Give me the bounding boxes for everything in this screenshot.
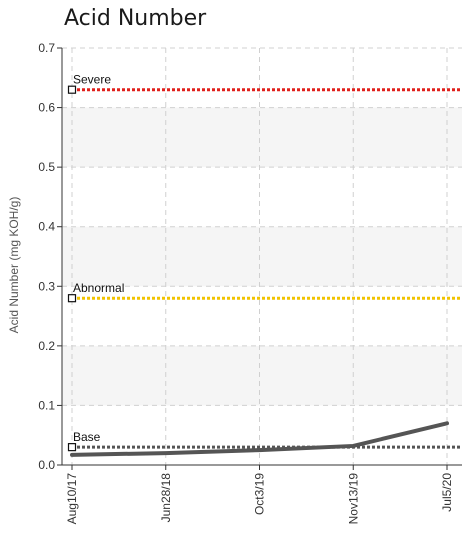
y-tick-label: 0.6 <box>38 101 55 115</box>
plot-band <box>62 345 462 406</box>
x-tick-label: Aug10/17 <box>65 473 79 525</box>
y-tick-label: 0.0 <box>38 458 55 472</box>
threshold-label: Abnormal <box>73 281 124 295</box>
x-tick-labels: Aug10/17 Jun28/18 Oct3/19 Nov13/19 Jul5/20 <box>65 473 454 525</box>
threshold-marker <box>67 443 77 452</box>
threshold-marker <box>67 294 77 303</box>
y-tick-labels: 0.0 0.1 0.2 0.3 0.4 0.5 0.6 0.7 <box>38 41 55 472</box>
series-point <box>445 421 449 425</box>
plot-band <box>62 226 462 287</box>
x-tick-label: Jun28/18 <box>159 473 173 523</box>
y-tick-label: 0.3 <box>38 279 55 293</box>
threshold-marker <box>67 85 77 94</box>
y-axis-label: Acid Number (mg KOH/g) <box>7 197 21 334</box>
series-point <box>258 448 261 452</box>
y-tick-label: 0.4 <box>38 220 55 234</box>
x-tick-label: Jul5/20 <box>440 473 454 512</box>
threshold-label: Severe <box>73 73 111 87</box>
threshold-label: Base <box>73 430 101 444</box>
series-point <box>70 453 74 457</box>
threshold-lines: Severe Abnormal Base <box>67 73 462 452</box>
series-point <box>164 451 168 455</box>
y-tick-label: 0.7 <box>38 41 55 55</box>
y-tick-label: 0.1 <box>38 398 55 412</box>
y-tick-label: 0.2 <box>38 339 55 353</box>
axes <box>57 47 462 470</box>
plot-bands <box>62 107 462 406</box>
x-tick-label: Oct3/19 <box>253 473 267 515</box>
x-tick-label: Nov13/19 <box>346 473 360 525</box>
grid-lines <box>62 47 462 466</box>
data-series <box>70 421 449 457</box>
chart-title: Acid Number <box>64 6 207 31</box>
plot-band <box>62 107 462 168</box>
y-tick-label: 0.5 <box>38 160 55 174</box>
series-point <box>351 444 355 448</box>
